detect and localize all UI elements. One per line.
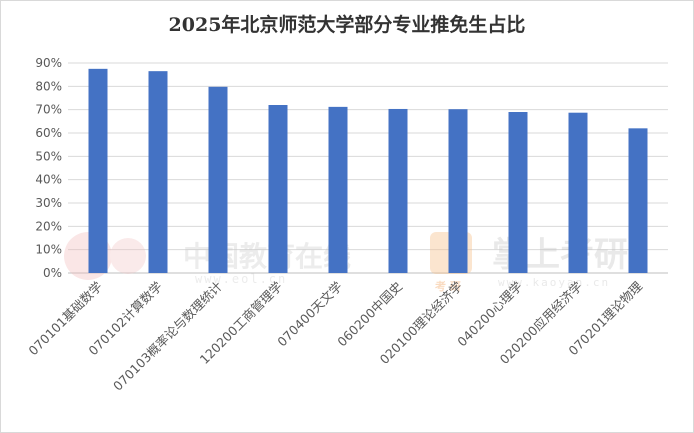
gridlines <box>68 62 668 274</box>
y-tick-label: 30% <box>35 196 62 210</box>
y-tick-label: 80% <box>35 79 62 93</box>
y-tick-label: 50% <box>35 149 62 163</box>
chart-title: 2025年北京师范大学部分专业推免生占比 <box>168 14 526 36</box>
bar <box>448 109 468 273</box>
bar <box>568 112 588 273</box>
y-tick-label: 0% <box>43 266 62 280</box>
y-tick-label: 70% <box>35 103 62 117</box>
bar <box>268 105 288 273</box>
bar <box>508 112 528 273</box>
eol-watermark-url: www.eol.cn <box>195 272 287 286</box>
x-axis-category-labels: 070101基础数学070102计算数学070103概率论与数理统计120200… <box>25 278 645 393</box>
bar-series <box>88 68 648 274</box>
bar <box>88 68 108 273</box>
bar <box>388 108 408 273</box>
kaoyan-watermark-url: www.kaoyan.cn <box>498 276 610 289</box>
y-tick-label: 40% <box>35 173 62 187</box>
bar <box>148 71 168 274</box>
y-tick-label: 90% <box>35 56 62 70</box>
bar <box>208 86 228 273</box>
eol-logo-mark-2 <box>110 238 146 274</box>
eol-watermark-text: 中国教育在线 <box>183 240 351 273</box>
y-tick-label: 60% <box>35 126 62 140</box>
y-axis-tick-labels: 0% 10% 20% 30% 40% 50% 60% 70% 80% 90% <box>35 56 62 280</box>
x-category-label: 070103概率论与数理统计 <box>110 279 225 394</box>
bar <box>628 128 648 273</box>
y-tick-label: 20% <box>35 219 62 233</box>
kaoyan-badge-text: 考 研 <box>435 279 461 293</box>
bar <box>328 106 348 273</box>
y-tick-label: 10% <box>35 243 62 257</box>
